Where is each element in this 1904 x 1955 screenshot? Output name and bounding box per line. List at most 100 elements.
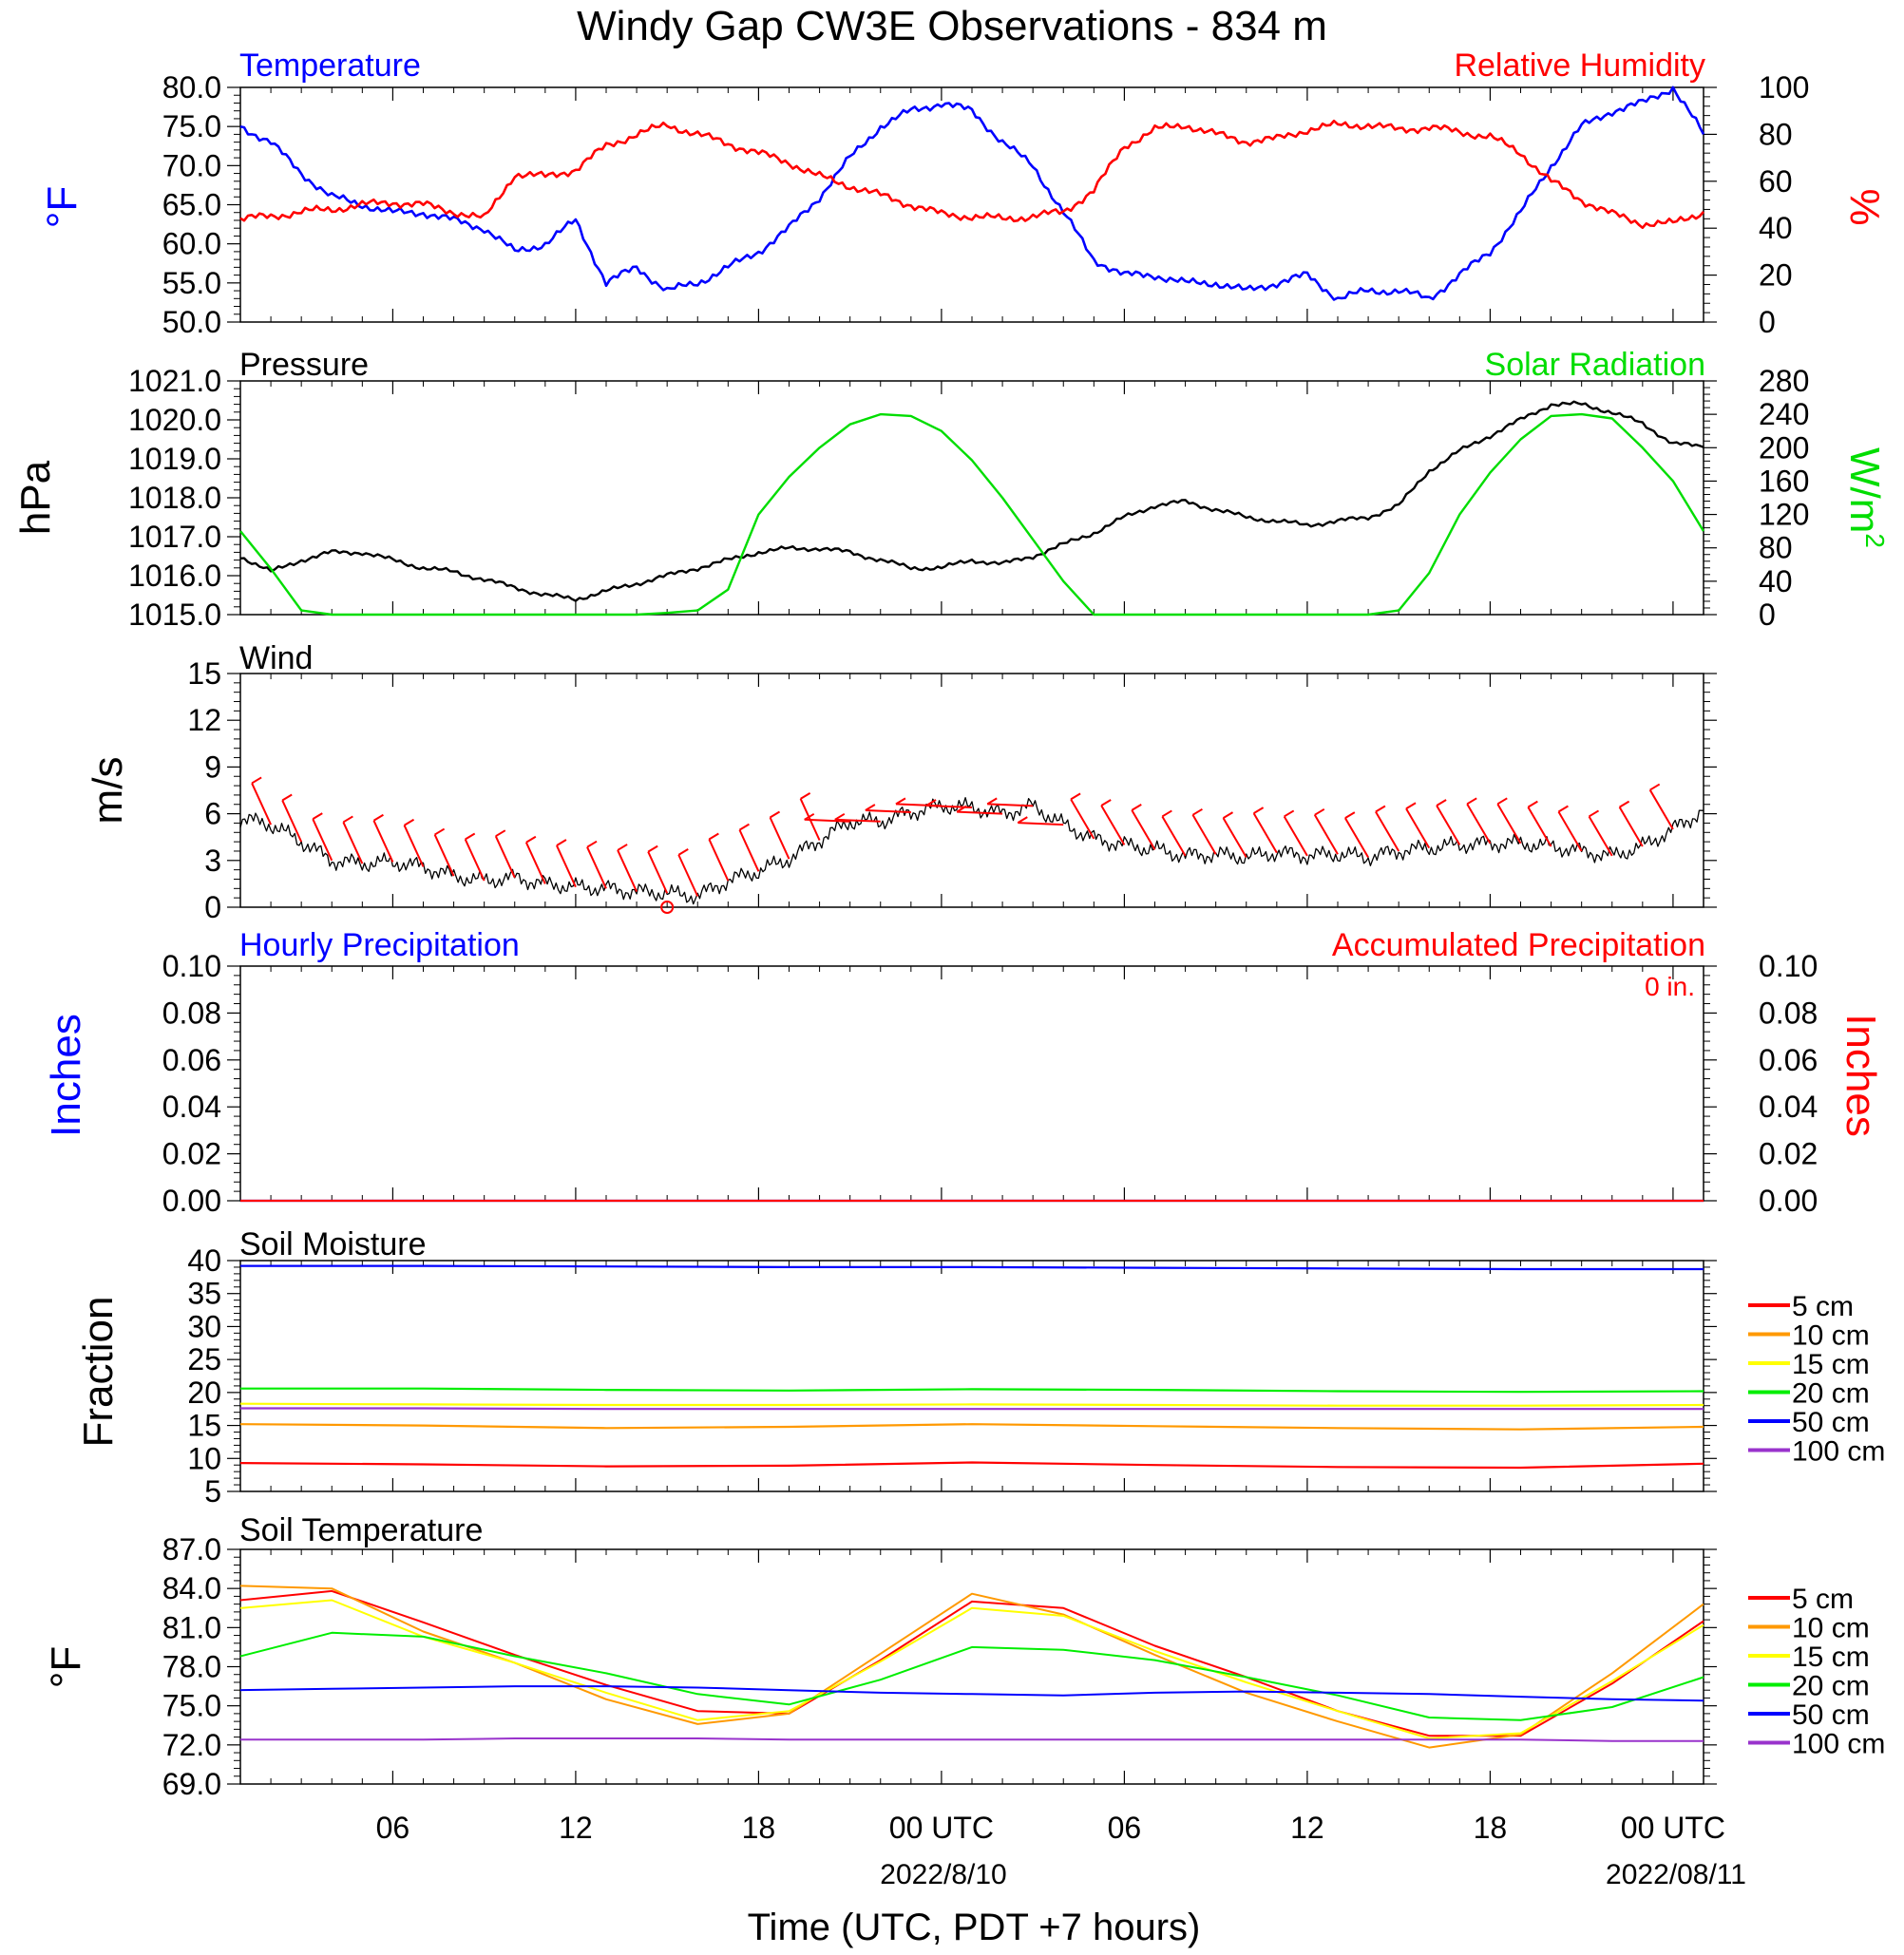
series-line-100-cm [240, 1407, 1704, 1411]
wind-barb-flag [1253, 807, 1265, 815]
wind-barb [957, 810, 1003, 815]
wind-barb-flag [986, 797, 998, 806]
wind-barb-flag [925, 799, 937, 807]
wind-barb-flag [1131, 804, 1142, 811]
y-tick-label-right: 80 [1759, 531, 1793, 565]
panel-temperature-humidity: Temperature Relative Humidity °F % 80.0 7… [39, 47, 1888, 339]
panel-soil-temperature: Soil Temperature °F 87.0 84.0 81.0 78.0 75.0… [43, 1512, 1717, 1801]
x-tick-label: 12 [1290, 1811, 1324, 1845]
wind-barb-flag [404, 818, 415, 826]
y-axis-label-right: W/m2 [1841, 447, 1890, 548]
y-axis-label-left: °F [39, 186, 86, 228]
y-tick-label-right: 40 [1759, 564, 1793, 598]
wind-barb-flag [1405, 802, 1417, 810]
wind-barb-flag [495, 829, 506, 838]
wind-barb-flag [800, 791, 811, 800]
y-tick-label: 5 [204, 1474, 221, 1509]
y-tick-label-right: 20 [1759, 258, 1793, 293]
y-tick-label-right: 100 [1759, 70, 1809, 104]
wind-barb [342, 822, 364, 864]
y-tick-label-right: 120 [1759, 498, 1809, 532]
y-tick-label-right: 80 [1759, 117, 1793, 151]
y-tick-label: 0.02 [162, 1137, 221, 1171]
panel-left-title: Hourly Precipitation [239, 927, 520, 963]
wind-barb [865, 808, 911, 813]
wind-barb-flag [1284, 809, 1295, 818]
wind-barb-flag [251, 776, 262, 785]
y-axis-label-right: Inches [1837, 1014, 1884, 1137]
legend-label: 50 cm [1792, 1407, 1870, 1438]
x-tick-label: 18 [742, 1811, 776, 1845]
y-tick-label: 25 [187, 1342, 221, 1376]
wind-barb-flag [956, 805, 967, 813]
wind-barb [1466, 803, 1492, 845]
wind-barb-flag [372, 813, 384, 822]
wind-barb [1131, 809, 1156, 850]
wind-barb [1436, 805, 1461, 845]
wind-barb [1496, 803, 1522, 845]
wind-barb [708, 839, 730, 882]
y-tick-label: 1019.0 [128, 442, 221, 476]
panel-left-title: Pressure [239, 347, 369, 383]
accumulated-total-annotation: 0 in. [1645, 972, 1695, 1001]
date-label: 2022/08/11 [1606, 1859, 1746, 1890]
x-tick-label: 12 [559, 1811, 593, 1845]
series-line-20-cm [240, 1387, 1704, 1394]
y-tick-label-right: 0.02 [1759, 1137, 1818, 1171]
series-line-100-cm [240, 1737, 1704, 1742]
wind-barb [312, 818, 333, 862]
series-line-temperature [239, 85, 1705, 301]
wind-barb-flag [465, 832, 476, 841]
wind-barb [464, 839, 486, 882]
y-tick-label: 0.06 [162, 1043, 221, 1077]
y-tick-label: 6 [204, 797, 221, 831]
y-tick-label-right: 60 [1759, 164, 1793, 199]
x-axis-title: Time (UTC, PDT +7 hours) [748, 1907, 1201, 1948]
y-tick-label-right: 0.00 [1759, 1184, 1818, 1218]
y-tick-label: 20 [187, 1376, 221, 1410]
y-axis-label-right: % [1841, 188, 1888, 225]
x-tick-label: 06 [1108, 1811, 1142, 1845]
y-tick-label: 80.0 [162, 70, 221, 104]
wind-barb [1100, 805, 1126, 845]
wind-barb [738, 829, 760, 872]
wind-barb-flag [1314, 807, 1325, 816]
y-tick-label: 40 [187, 1243, 221, 1278]
series-line-15-cm [239, 1599, 1704, 1739]
wind-barb [494, 835, 516, 879]
legend-label: 100 cm [1792, 1436, 1885, 1468]
wind-barb-flag [525, 835, 537, 844]
y-tick-label-right: 0.06 [1759, 1043, 1818, 1077]
wind-barb [1375, 811, 1400, 852]
chart-title: Windy Gap CW3E Observations - 834 m [577, 3, 1327, 49]
wind-barb-flag [1100, 799, 1112, 807]
y-tick-label-right: 0.08 [1759, 996, 1818, 1030]
y-tick-label: 84.0 [162, 1571, 221, 1605]
y-tick-label: 9 [204, 750, 221, 784]
y-tick-label-right: 0 [1759, 598, 1776, 632]
y-tick-label: 60.0 [162, 227, 221, 261]
y-tick-label: 0.10 [162, 949, 221, 983]
wind-barb-flag [617, 844, 628, 851]
series-line-solar-radiation [239, 412, 1705, 617]
legend-label: 15 cm [1792, 1349, 1870, 1380]
panel-left-title: Soil Moisture [239, 1226, 427, 1262]
wind-barb [677, 854, 699, 897]
y-tick-label-right: 0 [1759, 305, 1776, 339]
y-tick-label: 12 [187, 703, 221, 737]
wind-barb-flag [1466, 797, 1477, 806]
y-tick-label: 81.0 [162, 1610, 221, 1644]
wind-barb-flag [1161, 809, 1172, 818]
x-axis: 06 12 18 00 UTC 06 12 18 00 UTC [376, 1811, 1725, 1845]
wind-barb-flag [1527, 800, 1538, 808]
wind-barb-flag [1496, 797, 1508, 806]
wind-barb [1018, 822, 1064, 826]
y-axis-label-left: m/s [85, 757, 131, 825]
wind-barb [1222, 817, 1247, 859]
y-tick-label: 15 [187, 656, 221, 691]
x-tick-label: 18 [1474, 1811, 1508, 1845]
legend-label: 50 cm [1792, 1699, 1870, 1731]
